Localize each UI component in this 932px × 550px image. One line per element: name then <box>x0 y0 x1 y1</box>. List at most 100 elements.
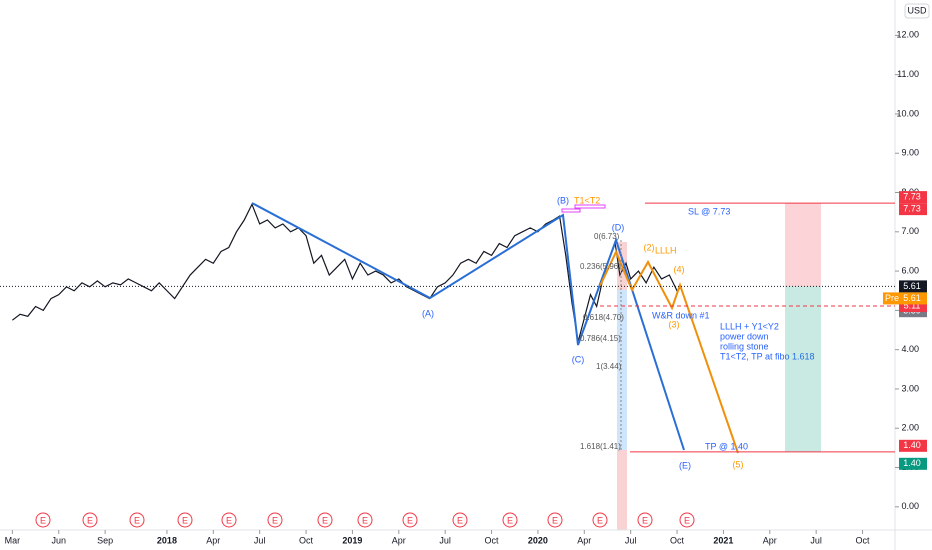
fib-label: 1.618(1.41) <box>580 442 621 451</box>
event-label: E <box>684 515 690 525</box>
y-tick-label: 9.00 <box>901 148 919 158</box>
x-tick-label: Jul <box>625 535 637 545</box>
wave-label: (5) <box>733 459 744 469</box>
x-tick-label: 2019 <box>342 535 362 545</box>
event-icon <box>402 512 418 528</box>
x-tick-label: Apr <box>392 535 406 545</box>
event-icon <box>637 512 653 528</box>
fib-label: 0.618(4.70) <box>583 313 624 322</box>
price-tag <box>899 191 927 204</box>
price-tag <box>899 439 927 452</box>
pre-tag-prefix: Pre <box>885 293 899 303</box>
event-icon <box>502 512 518 528</box>
event-label: E <box>87 515 93 525</box>
event-label: E <box>642 515 648 525</box>
series <box>12 202 683 342</box>
wave-label: (B) <box>557 195 569 205</box>
x-tick-label: 2021 <box>713 535 733 545</box>
event-label: E <box>134 515 140 525</box>
impulse-wave <box>599 249 739 454</box>
event-icon <box>452 512 468 528</box>
event-icon <box>35 512 51 528</box>
x-tick-label: Mar <box>5 535 21 545</box>
annotation: LLLH + Y1<Y2 <box>720 321 779 331</box>
y-tick-label: 2.00 <box>901 423 919 433</box>
event-label: E <box>552 515 558 525</box>
wave-drawings <box>251 202 739 454</box>
fib-label: 1(3.44) <box>596 362 622 371</box>
x-tick-label: Oct <box>670 535 685 545</box>
x-tick-label: Jun <box>51 535 66 545</box>
price-tag-label: 7.73 <box>903 191 921 201</box>
event-label: E <box>272 515 278 525</box>
wave-label: (3) <box>669 319 680 329</box>
event-label: E <box>597 515 603 525</box>
x-tick-label: 2020 <box>528 535 548 545</box>
fib-label: 0.236(5.96) <box>580 262 621 271</box>
price-tag-label: 5.61 <box>903 281 921 291</box>
marker <box>574 204 606 209</box>
currency-box[interactable] <box>904 3 930 19</box>
wave-label: (4) <box>674 264 685 274</box>
event-label: E <box>407 515 413 525</box>
y-tick-label: 0.00 <box>901 501 919 511</box>
event-icon <box>177 512 193 528</box>
event-icon <box>592 512 608 528</box>
pre-tag-label: 5.61 <box>903 293 921 303</box>
y-tick-label: 12.00 <box>896 30 919 40</box>
overlay: 7.735.615.595.111.407.731.40Pre5.61EEEEE… <box>0 191 927 528</box>
wave-label: (C) <box>572 354 585 364</box>
wave-label: (E) <box>679 460 691 470</box>
x-tick-label: Jul <box>254 535 266 545</box>
event-label: E <box>457 515 463 525</box>
price-tag-label: 1.40 <box>903 440 921 450</box>
event-icon <box>679 512 695 528</box>
annotation: SL @ 7.73 <box>688 206 730 216</box>
event-icon <box>221 512 237 528</box>
y-tick-label: 6.00 <box>901 265 919 275</box>
event-icon <box>267 512 283 528</box>
event-label: E <box>40 515 46 525</box>
price-tag <box>899 203 927 216</box>
annotation: T1<T2, TP at fibo 1.618 <box>720 351 814 361</box>
y-tick-label: 7.00 <box>901 226 919 236</box>
risk-box <box>785 203 821 287</box>
annotation: LLLH <box>655 245 677 255</box>
annotation: T1<T2 <box>574 195 600 205</box>
fib-label: 0(6.73) <box>594 232 620 241</box>
event-label: E <box>362 515 368 525</box>
y-tick-label: 11.00 <box>897 69 919 79</box>
x-tick-label: Jul <box>810 535 822 545</box>
x-tick-label: Jul <box>439 535 451 545</box>
x-tick-label: Oct <box>299 535 314 545</box>
highlight <box>617 290 627 450</box>
x-tick-label: Oct <box>485 535 500 545</box>
annotation: TP @ 1.40 <box>705 441 748 451</box>
y-tick-label: 3.00 <box>901 383 919 393</box>
reward-box <box>785 286 821 452</box>
price-tag <box>899 457 927 470</box>
x-tick-label: Oct <box>856 535 871 545</box>
x-tick-label: Sep <box>97 535 113 545</box>
event-icon <box>317 512 333 528</box>
price-tag <box>899 280 927 293</box>
price-line <box>12 202 683 342</box>
event-label: E <box>322 515 328 525</box>
event-icon <box>357 512 373 528</box>
pre-tag <box>883 292 927 305</box>
marker <box>561 208 581 213</box>
price-tag-label: 1.40 <box>903 458 921 468</box>
event-icon <box>82 512 98 528</box>
y-tick-label: 4.00 <box>901 344 919 354</box>
currency[interactable]: USD <box>907 5 927 15</box>
wave-label: (2) <box>644 242 655 252</box>
x-tick-label: Apr <box>577 535 591 545</box>
x-tick-label: Apr <box>763 535 777 545</box>
abcde-wave <box>251 202 685 451</box>
price-tag-label: 5.11 <box>904 300 921 310</box>
y-tick-label: 10.00 <box>896 108 919 118</box>
event-label: E <box>182 515 188 525</box>
x-tick-label: 2018 <box>157 535 177 545</box>
event-label: E <box>226 515 232 525</box>
